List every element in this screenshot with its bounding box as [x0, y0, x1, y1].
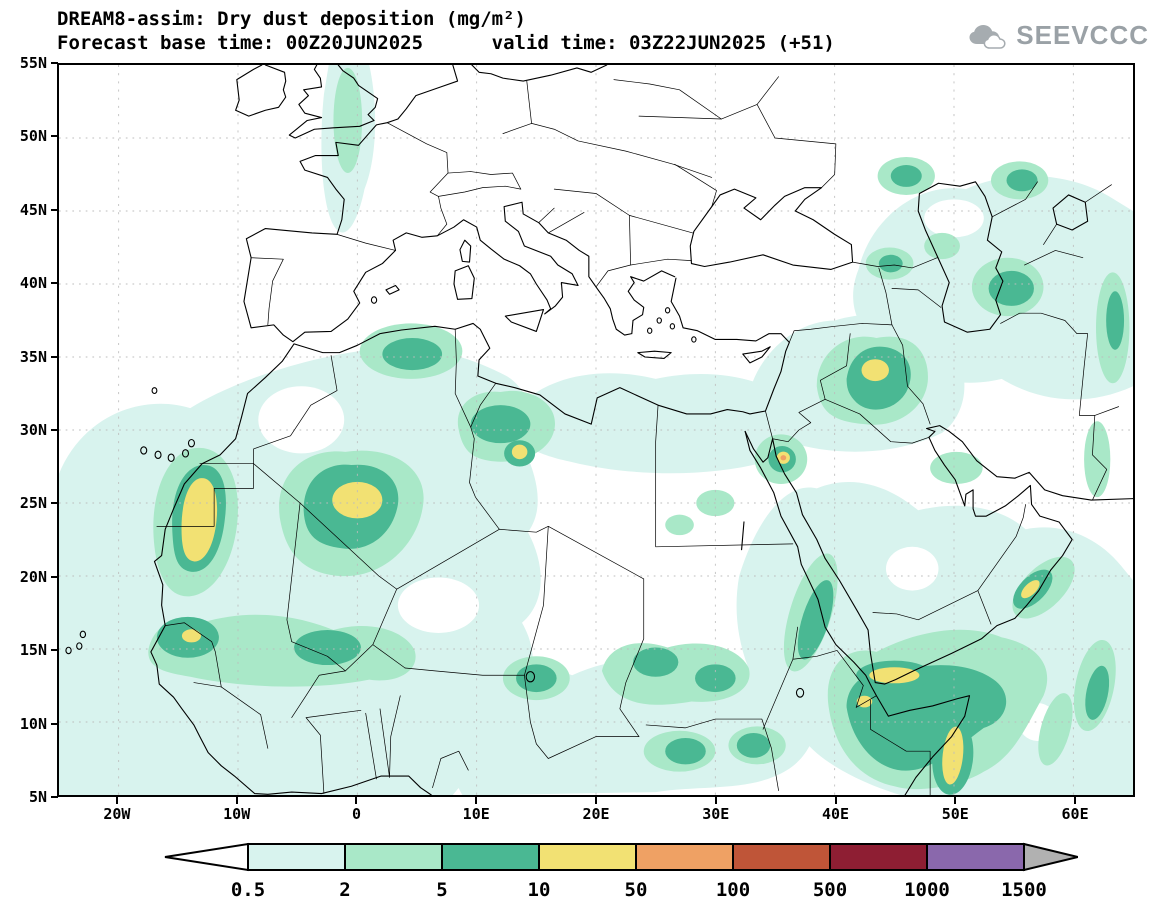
colorbar-tick-label: 5 [436, 879, 447, 901]
colorbar-segment [926, 843, 1025, 871]
x-tick-label: 60E [1061, 805, 1089, 823]
colorbar-segment [441, 843, 540, 871]
x-tick-mark [475, 797, 478, 804]
y-tick-mark [51, 282, 58, 285]
x-tick-mark [954, 797, 957, 804]
colorbar-tick-label: 100 [716, 879, 750, 901]
y-tick-mark [51, 502, 58, 505]
y-tick-mark [51, 575, 58, 578]
y-tick-label: 20N [19, 567, 47, 586]
plot-subtitle: Forecast base time: 00Z20JUN2025 valid t… [57, 32, 835, 54]
seevccc-logo: SEEVCCC [966, 20, 1149, 51]
dust-contours-level-5 [156, 165, 1125, 795]
dust-contour-holes [258, 199, 1057, 741]
x-tick-mark [834, 797, 837, 804]
colorbar-segment [247, 843, 346, 871]
colorbar-tick-label: 50 [625, 879, 648, 901]
x-tick-label: 20W [103, 805, 131, 823]
y-tick-label: 25N [19, 494, 47, 513]
y-tick-mark [51, 429, 58, 431]
dust-contours-level-50 [780, 455, 787, 461]
colorbar-svg: 0.5 2 5 10 50 100 500 1000 1500 [164, 842, 1079, 901]
x-tick-mark [115, 797, 118, 804]
plot-title: DREAM8-assim: Dry dust deposition (mg/m²… [57, 8, 526, 30]
colorbar-tick-label: 2 [339, 879, 350, 901]
y-tick-mark [51, 796, 58, 798]
dust-contours-level-10 [181, 359, 1040, 785]
x-tick-label: 20E [582, 805, 610, 823]
y-tick-mark [51, 208, 58, 211]
y-tick-label: 15N [19, 641, 47, 660]
y-tick-mark [51, 355, 58, 358]
x-tick-label: 50E [941, 805, 969, 823]
x-tick-mark [1074, 797, 1077, 804]
colorbar: 0.5 2 5 10 50 100 500 1000 1500 [163, 838, 1079, 906]
y-tick-label: 5N [28, 788, 47, 806]
x-tick-label: 40E [821, 805, 850, 823]
map-canvas [59, 65, 1133, 795]
x-tick-mark [355, 797, 358, 804]
colorbar-left-arrow [164, 842, 249, 872]
x-tick-mark [595, 797, 597, 804]
y-tick-label: 10N [19, 714, 47, 733]
y-tick-label: 30N [19, 421, 47, 439]
colorbar-tick-label: 1500 [1001, 879, 1047, 901]
coastlines [66, 65, 1133, 795]
seevccc-cloud-icon [969, 24, 1006, 49]
colorbar-segment [732, 843, 831, 871]
y-tick-mark [51, 722, 58, 725]
y-tick-label: 40N [19, 274, 47, 293]
colorbar-tick-label: 0.5 [231, 879, 265, 901]
map-plot-area [57, 63, 1135, 797]
x-tick-mark [235, 797, 238, 804]
colorbar-segment [538, 843, 637, 871]
colorbar-segment [344, 843, 443, 871]
seevccc-logo-text: SEEVCCC [1016, 20, 1149, 50]
y-tick-mark [51, 62, 58, 64]
x-tick-label: 0 [351, 805, 361, 823]
y-tick-mark [51, 135, 58, 138]
y-tick-label: 45N [19, 200, 47, 219]
colorbar-tick-label: 500 [813, 879, 847, 901]
y-tick-label: 35N [19, 347, 47, 366]
y-tick-mark [51, 649, 58, 652]
colorbar-tick-label: 1000 [904, 879, 950, 901]
x-tick-label: 30E [702, 805, 730, 823]
x-axis: 20W 10W 0 10E 20E 30E 40E 50E 60E [57, 797, 1135, 831]
colorbar-right-arrow [1023, 842, 1079, 872]
x-tick-label: 10W [223, 805, 251, 823]
y-axis: 55N 50N 45N 40N 35N 30N 25N 20N 15N 10N 5N [0, 54, 58, 806]
y-tick-label: 55N [19, 54, 47, 72]
x-tick-mark [714, 797, 717, 804]
y-tick-label: 50N [19, 127, 47, 146]
country-borders [157, 77, 1119, 795]
colorbar-segment [829, 843, 928, 871]
x-tick-label: 10E [462, 805, 490, 823]
colorbar-tick-label: 10 [528, 879, 551, 901]
colorbar-segment [635, 843, 734, 871]
